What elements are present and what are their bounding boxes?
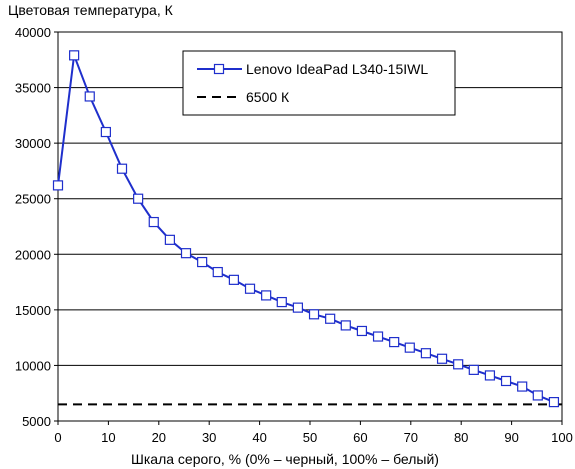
data-point-marker xyxy=(325,313,336,324)
x-tick-label: 50 xyxy=(303,430,317,445)
x-tick-label: 70 xyxy=(404,430,418,445)
y-tick-label: 20000 xyxy=(15,247,51,262)
x-tick-label: 30 xyxy=(202,430,216,445)
x-tick-labels: 0 10 20 30 40 50 60 70 80 90 100 xyxy=(54,430,572,445)
data-point-marker xyxy=(276,296,287,308)
data-point-marker xyxy=(532,390,543,401)
y-tick-labels: 5000 10000 15000 20000 25000 30000 35000 40000 xyxy=(15,25,51,429)
data-point-marker xyxy=(197,256,208,268)
data-point-marker xyxy=(548,397,560,408)
data-point-marker xyxy=(212,266,223,278)
data-point-marker xyxy=(69,50,80,61)
data-point-marker xyxy=(84,91,95,102)
data-point-marker xyxy=(292,302,304,313)
legend: Lenovo IdeaPad L340-15IWL 6500 К xyxy=(182,50,456,116)
data-point-marker xyxy=(164,234,175,245)
x-tick-label: 90 xyxy=(504,430,518,445)
data-point-marker xyxy=(261,290,272,301)
data-point-marker xyxy=(133,193,144,204)
data-point-marker xyxy=(148,216,159,228)
data-point-marker xyxy=(484,370,496,381)
x-tick-label: 10 xyxy=(101,430,115,445)
data-point-marker xyxy=(52,180,64,191)
y-tick-label: 25000 xyxy=(15,192,51,207)
y-tick-label: 30000 xyxy=(15,136,51,151)
plot-frame xyxy=(57,31,563,422)
y-tick-label: 5000 xyxy=(22,414,51,429)
data-point-marker xyxy=(436,353,448,364)
series-layer xyxy=(52,50,562,408)
data-point-marker xyxy=(340,320,351,331)
x-tick-label: 60 xyxy=(353,430,367,445)
data-point-marker xyxy=(517,381,528,392)
data-point-marker xyxy=(500,375,512,387)
data-point-marker xyxy=(100,126,111,138)
data-point-marker xyxy=(404,342,415,353)
legend-series-label: Lenovo IdeaPad L340-15IWL xyxy=(246,61,428,77)
x-tick-label: 20 xyxy=(152,430,166,445)
data-point-marker xyxy=(468,364,479,375)
data-point-marker xyxy=(420,348,432,359)
legend-box xyxy=(182,50,456,116)
x-tick-label: 40 xyxy=(252,430,266,445)
y-axis-title: Цветовая температура, К xyxy=(8,2,174,18)
y-tick-label: 10000 xyxy=(15,358,51,373)
data-point-marker xyxy=(453,359,464,370)
y-tick-label: 15000 xyxy=(15,303,51,318)
y-tick-label: 40000 xyxy=(15,25,51,40)
data-point-marker xyxy=(116,163,128,174)
x-tick-label: 0 xyxy=(54,430,61,445)
data-point-marker xyxy=(180,248,192,259)
gridlines xyxy=(54,31,563,425)
x-axis-title: Шкала серого, % (0% – черный, 100% – бел… xyxy=(131,451,439,467)
data-point-marker xyxy=(228,274,239,285)
data-point-marker xyxy=(308,309,320,320)
data-point-marker xyxy=(356,325,368,337)
data-point-marker xyxy=(372,331,384,342)
x-tick-label: 100 xyxy=(551,430,573,445)
data-point-marker xyxy=(244,283,256,294)
y-tick-label: 35000 xyxy=(15,81,51,96)
legend-reference-label: 6500 К xyxy=(246,89,290,105)
x-tick-label: 80 xyxy=(454,430,468,445)
data-point-marker xyxy=(389,336,400,348)
legend-series-marker xyxy=(213,63,225,75)
